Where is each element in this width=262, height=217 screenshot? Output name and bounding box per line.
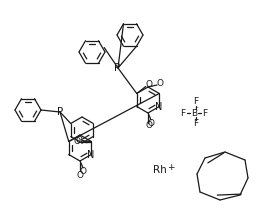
- Text: N: N: [86, 151, 94, 161]
- Text: +: +: [167, 163, 175, 171]
- Text: F: F: [193, 120, 199, 128]
- Text: O: O: [148, 118, 155, 128]
- Text: F: F: [181, 108, 185, 117]
- Text: O: O: [74, 137, 81, 146]
- Text: O: O: [156, 79, 163, 89]
- Text: ⁻: ⁻: [195, 107, 199, 112]
- Text: O: O: [76, 136, 83, 145]
- Text: B: B: [191, 108, 197, 117]
- Text: Rh: Rh: [153, 165, 167, 175]
- Text: P: P: [114, 63, 120, 73]
- Text: F: F: [193, 97, 199, 107]
- Text: O: O: [145, 80, 152, 89]
- Text: O: O: [77, 171, 84, 179]
- Text: O: O: [79, 166, 86, 176]
- Text: O: O: [145, 122, 152, 130]
- Text: N: N: [155, 102, 162, 112]
- Text: F: F: [203, 108, 208, 117]
- Text: P: P: [57, 107, 63, 117]
